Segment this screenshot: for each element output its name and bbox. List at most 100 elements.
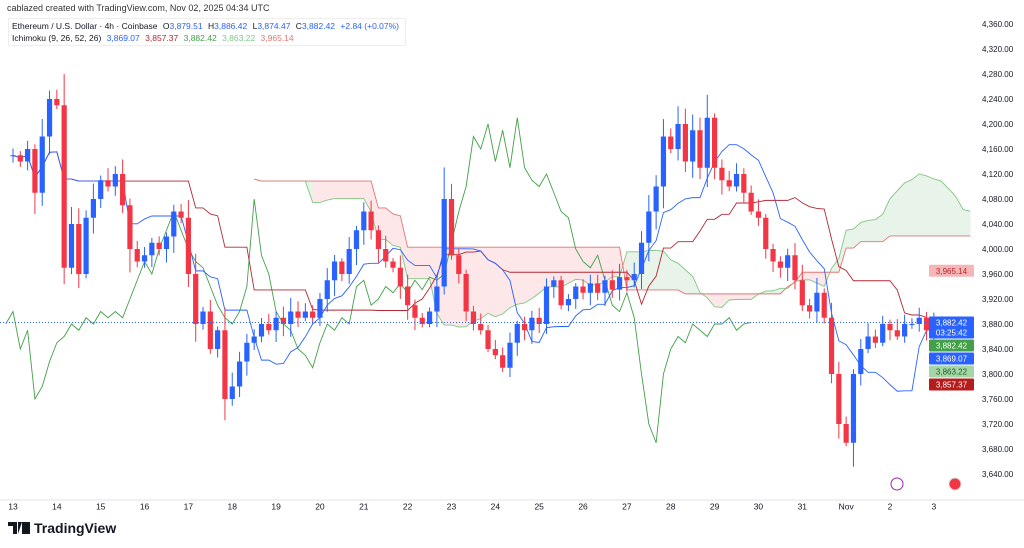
ichimoku-legend[interactable]: Ichimoku (9, 26, 52, 26) 3,869.07 3,857.… [12,32,402,44]
cloud-segment [502,247,510,314]
candle [32,144,38,215]
price-tag: 3,863.22 [929,365,974,378]
time-tick-label: 27 [622,501,632,511]
cloud-segment [517,247,525,305]
candle [215,326,221,358]
candle-body [258,324,265,337]
cloud-segment [904,179,912,236]
candle [880,315,886,347]
candle-body [68,224,75,268]
candle-body [448,199,455,256]
candle [441,167,447,295]
cloud-segment [926,175,934,236]
tradingview-logo[interactable]: TradingView [8,520,116,536]
candle-body [872,336,878,343]
cloud-segment [846,228,854,249]
time-tick-label: 31 [798,501,808,511]
kijun-value: 3,857.37 [145,33,179,43]
price-tick-label: 4,120.00 [982,170,1014,179]
candle [624,270,630,292]
economic-event-flag-icon[interactable] [948,477,962,491]
time-tick-label: 30 [754,501,764,511]
candle-body [46,99,53,137]
candle [98,175,104,208]
candle-body [755,211,762,218]
candle [302,303,308,322]
candle-body [733,174,740,187]
candle-body [631,274,637,281]
cloud-segment [604,247,613,283]
cloud-segment [473,247,481,321]
symbol-legend[interactable]: Ethereum / U.S. Dollar · 4h · Coinbase O… [12,21,400,31]
candle [200,306,206,330]
candle-body [646,211,652,243]
candle [902,314,908,343]
price-tick-label: 4,160.00 [982,145,1014,154]
cloud-segment [393,213,401,248]
time-tick-label: 19 [271,501,281,511]
countdown-label: 03:25:42 [936,328,968,337]
candle [244,333,250,376]
candle [46,90,53,155]
cloud-segment [663,251,671,290]
price-tick-label: 3,720.00 [982,420,1014,429]
candle [828,302,835,384]
cloud-segment [670,259,679,290]
time-tick-label: Nov [839,501,855,511]
candle [609,270,615,298]
candle-body [419,317,425,324]
cloud-segment [831,258,839,273]
candle-body [492,349,498,356]
candle [682,108,688,172]
cloud-segment [626,251,635,290]
candle-body [660,136,667,187]
candle-body [712,117,718,168]
chikou-span-line [5,117,752,443]
cloud-segment [685,269,693,294]
candle [76,208,82,289]
time-tick-label: 26 [578,501,588,511]
candle [500,347,506,373]
candle [492,340,498,360]
time-tick-label: 13 [8,501,18,511]
cloud-segment [963,209,971,236]
candle [390,258,396,273]
candle [485,324,491,353]
price-chart[interactable]: 4,360.00 4,320.00 4,280.00 4,240.00 4,200.00… [0,0,1024,515]
candle [105,168,111,192]
candle [456,248,462,284]
candle-body [558,280,564,306]
price-tag-bg [929,339,974,352]
candle-body [397,267,403,287]
cloud-segment [371,181,379,240]
price-tick-label: 3,960.00 [982,270,1014,279]
candle [207,299,213,354]
candle-body [39,136,45,193]
cloud-segment [816,272,825,287]
candle [843,416,849,447]
candle-body [288,311,294,324]
candle [470,305,477,331]
candle [763,214,769,259]
cloud-segment [400,215,408,279]
candle [653,175,659,230]
candle-body [763,217,769,249]
candle [558,275,564,310]
candle-body [565,299,572,306]
candle-body [638,242,645,274]
candle [310,305,316,325]
candle-body [434,286,440,312]
cloud-segment [736,293,744,300]
cloud-segment [860,220,869,242]
time-tick-label: 23 [447,501,457,511]
candle [17,151,23,167]
candle [514,320,520,356]
candle-body [185,217,191,274]
price-tick-label: 3,800.00 [982,370,1014,379]
candle-body [865,336,871,349]
span-b-value: 3,965.14 [260,33,294,43]
dividend-event-icon[interactable] [890,477,904,491]
candle-body [273,317,279,331]
candle-body [456,255,462,274]
candle [741,168,747,203]
